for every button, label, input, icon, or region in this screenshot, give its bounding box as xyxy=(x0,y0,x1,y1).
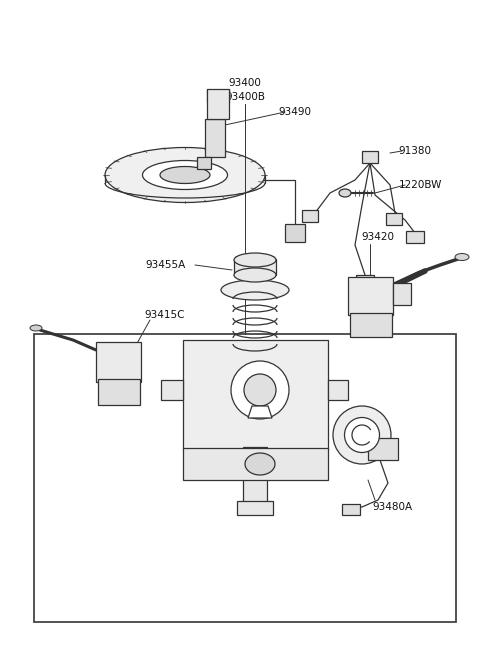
Bar xyxy=(237,501,273,515)
Ellipse shape xyxy=(231,361,289,419)
FancyBboxPatch shape xyxy=(350,313,392,337)
Ellipse shape xyxy=(160,166,210,183)
Polygon shape xyxy=(248,406,272,418)
Text: 93490: 93490 xyxy=(278,107,312,117)
Text: 93400: 93400 xyxy=(228,78,262,88)
FancyBboxPatch shape xyxy=(348,277,393,315)
Bar xyxy=(243,447,267,505)
Bar xyxy=(183,448,328,480)
FancyBboxPatch shape xyxy=(342,504,360,515)
Text: 91380: 91380 xyxy=(398,146,432,156)
Text: 93420: 93420 xyxy=(361,232,395,242)
FancyBboxPatch shape xyxy=(368,438,398,460)
Text: 93415C: 93415C xyxy=(145,310,185,320)
Ellipse shape xyxy=(245,453,275,475)
Ellipse shape xyxy=(455,253,469,261)
FancyBboxPatch shape xyxy=(406,231,424,243)
Ellipse shape xyxy=(234,268,276,282)
FancyBboxPatch shape xyxy=(197,157,211,169)
Ellipse shape xyxy=(143,160,228,189)
Text: 93400B: 93400B xyxy=(225,92,265,102)
Ellipse shape xyxy=(333,406,391,464)
FancyBboxPatch shape xyxy=(386,213,402,225)
FancyBboxPatch shape xyxy=(362,151,378,163)
FancyBboxPatch shape xyxy=(302,210,318,222)
Ellipse shape xyxy=(339,189,351,197)
Bar xyxy=(234,259,276,275)
Text: 1220BW: 1220BW xyxy=(398,180,442,190)
Ellipse shape xyxy=(234,253,276,267)
FancyBboxPatch shape xyxy=(161,380,183,400)
Ellipse shape xyxy=(244,374,276,406)
FancyBboxPatch shape xyxy=(356,275,374,287)
Text: 93480A: 93480A xyxy=(372,502,412,512)
FancyBboxPatch shape xyxy=(393,283,411,305)
FancyBboxPatch shape xyxy=(207,89,229,119)
Ellipse shape xyxy=(345,417,380,453)
FancyBboxPatch shape xyxy=(285,224,305,242)
Ellipse shape xyxy=(105,147,265,202)
FancyBboxPatch shape xyxy=(328,380,348,400)
FancyBboxPatch shape xyxy=(96,342,141,382)
Bar xyxy=(183,340,328,450)
FancyBboxPatch shape xyxy=(205,119,225,157)
Bar xyxy=(34,334,456,622)
FancyBboxPatch shape xyxy=(98,379,140,405)
Text: 93455A: 93455A xyxy=(145,260,185,270)
Ellipse shape xyxy=(221,280,289,300)
Ellipse shape xyxy=(30,325,42,331)
